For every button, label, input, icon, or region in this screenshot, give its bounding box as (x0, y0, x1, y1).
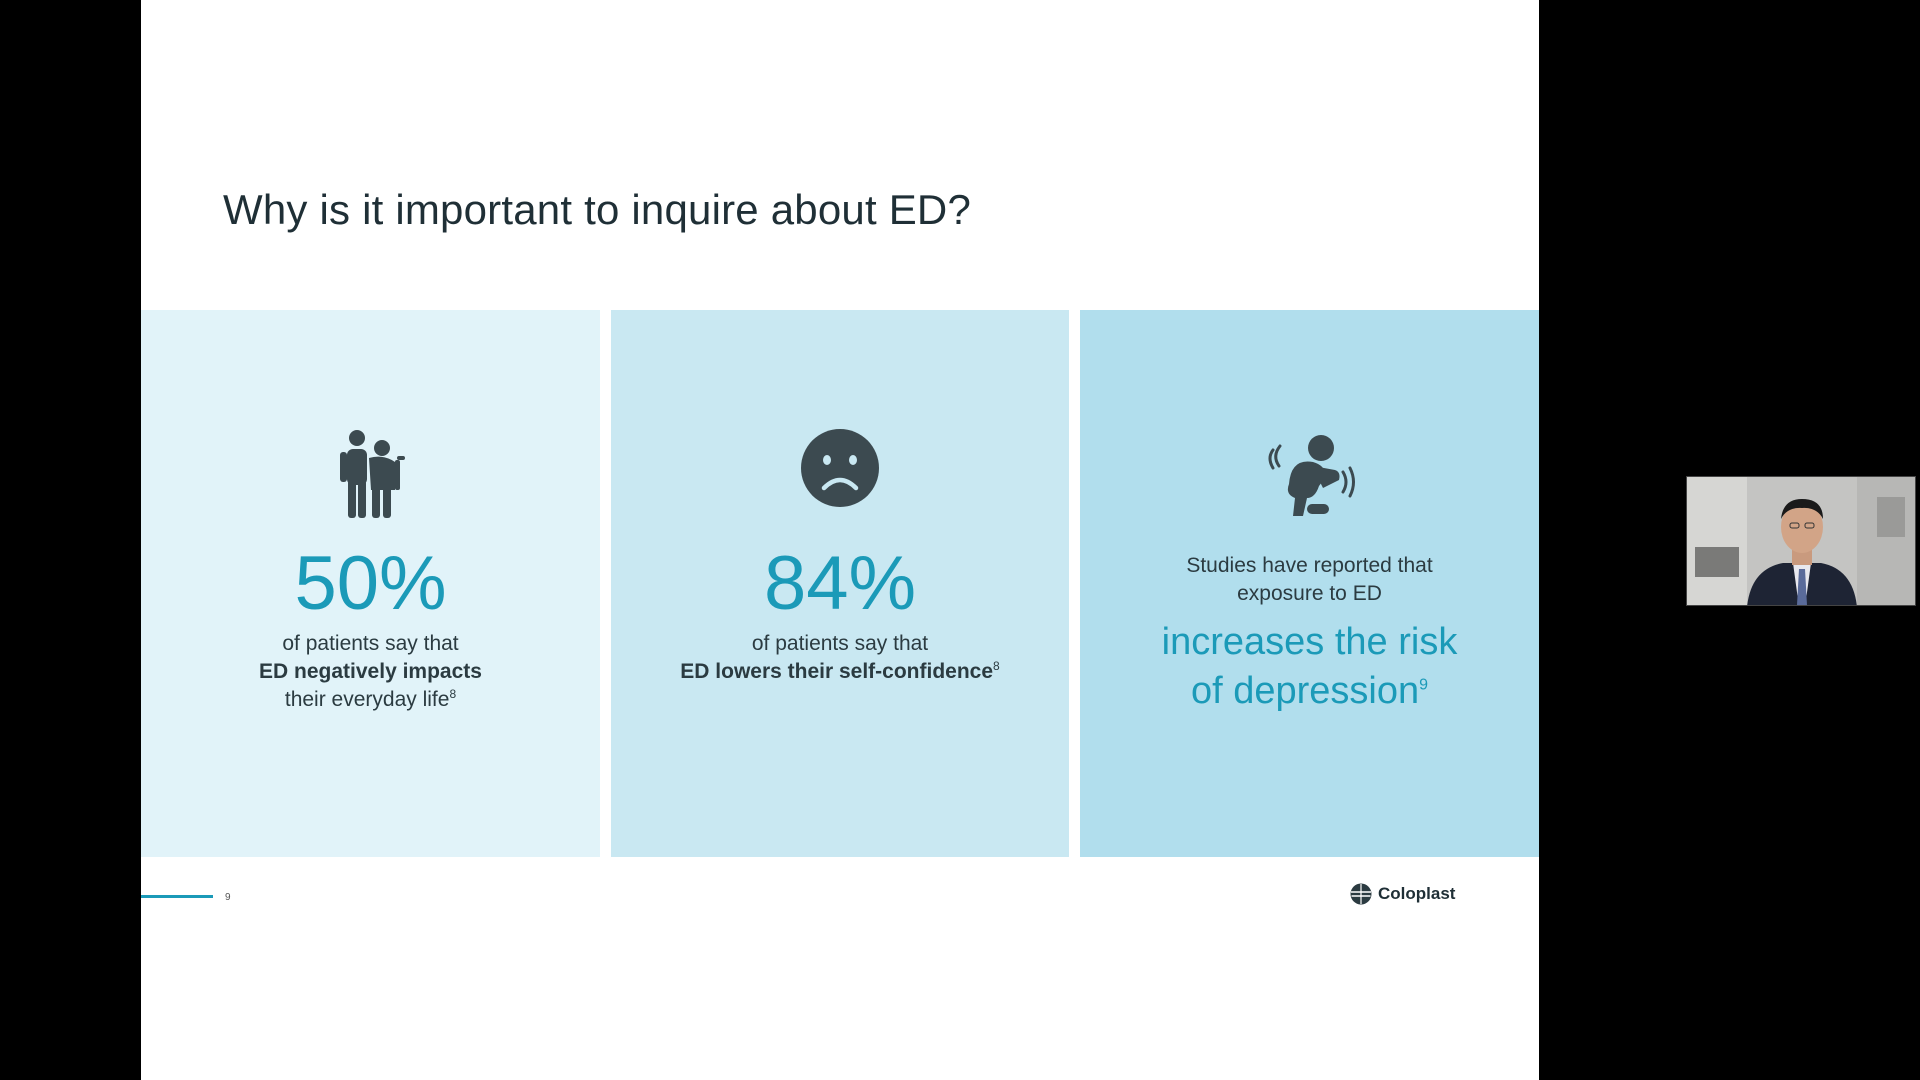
brand-name: Coloplast (1378, 884, 1456, 903)
page-number: 9 (225, 892, 231, 903)
distressed-person-icon (1263, 428, 1357, 525)
reference-mark: 8 (993, 659, 1000, 673)
reference-mark: 9 (1419, 676, 1429, 694)
reference-mark: 8 (449, 687, 457, 701)
presenter-video-frame (1687, 477, 1915, 605)
slide-title: Why is it important to inquire about ED? (223, 186, 972, 233)
stat-description: Studies have reported that exposure to E… (1186, 554, 1433, 605)
stat-panel-self-confidence: 84% of patients say that ED lowers their… (611, 310, 1069, 857)
stat-value: 50% (294, 541, 447, 626)
stat-panel-depression: Studies have reported that exposure to E… (1080, 310, 1539, 857)
stat-description: of patients say that ED lowers their sel… (680, 632, 1000, 683)
presentation-slide: Why is it important to inquire about ED? (141, 0, 1539, 1080)
stat-panel-everyday-life: 50% of patients say that ED negatively i… (141, 310, 600, 857)
presenter-webcam-video (1686, 476, 1916, 606)
coloplast-logo-icon (1350, 883, 1372, 905)
stat-highlight: increases the risk of depression9 (1161, 621, 1458, 712)
stat-description: of patients say that ED negatively impac… (259, 632, 482, 711)
stat-value: 84% (763, 541, 917, 626)
sad-face-icon (800, 428, 880, 513)
brand-logo: Coloplast (1350, 883, 1455, 905)
footer-accent-line (141, 895, 213, 898)
elderly-couple-icon (335, 428, 407, 525)
